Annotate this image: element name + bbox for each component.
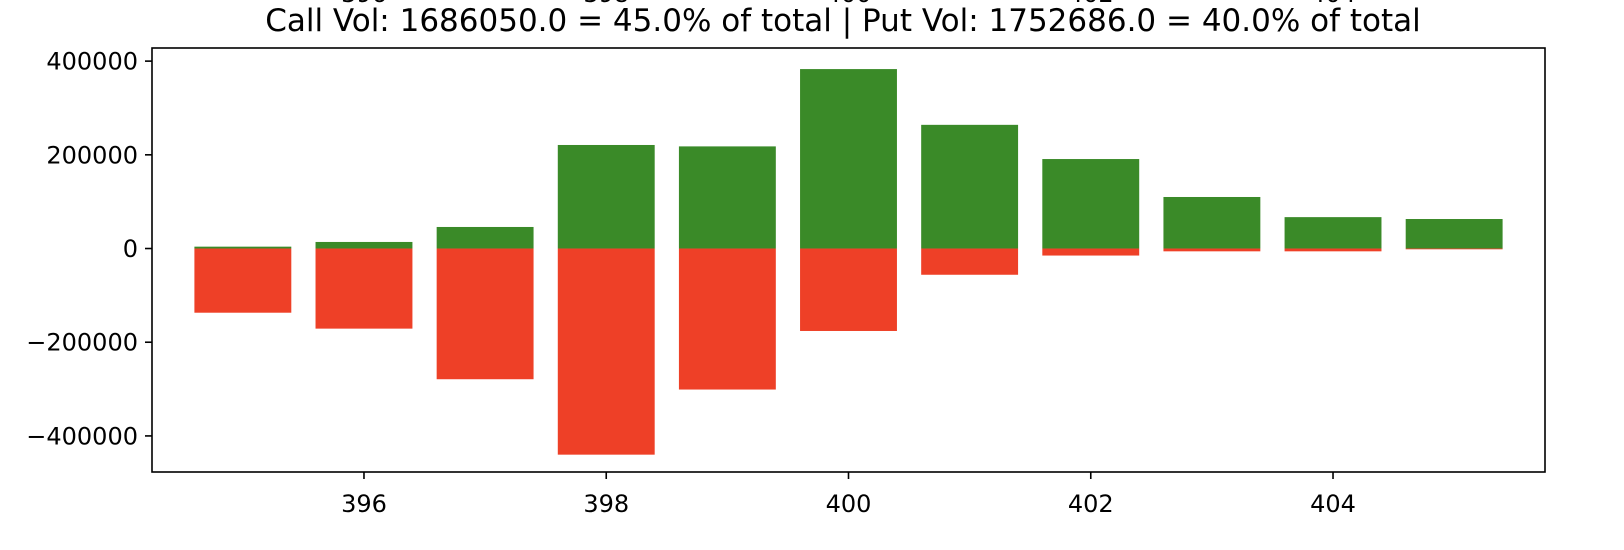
top-axis-partial-label: 404 — [1310, 0, 1356, 8]
put-bar-399 — [678, 248, 776, 390]
put-bar-396 — [315, 248, 413, 329]
x-tick-label: 404 — [1310, 490, 1356, 518]
call-bar-396 — [315, 241, 413, 249]
put-bar-402 — [1042, 248, 1140, 256]
top-axis-partial-label: 402 — [1068, 0, 1114, 8]
call-bar-397 — [436, 226, 534, 249]
y-tick-label: 400000 — [46, 48, 138, 76]
x-tick-label: 400 — [826, 490, 872, 518]
call-bar-395 — [194, 246, 292, 249]
call-bar-399 — [678, 146, 776, 249]
put-bar-405 — [1405, 248, 1503, 250]
put-bar-395 — [194, 248, 292, 313]
x-tick-label: 402 — [1068, 490, 1114, 518]
y-tick-label: 200000 — [46, 141, 138, 169]
x-tick-label: 396 — [341, 490, 387, 518]
put-bar-398 — [557, 248, 655, 455]
x-tick-label: 398 — [583, 490, 629, 518]
call-bar-398 — [557, 144, 655, 249]
put-bar-400 — [800, 248, 897, 331]
y-tick-label: 0 — [123, 235, 138, 263]
call-bar-404 — [1284, 217, 1382, 249]
x-axis: 396 398 400 402 404 — [341, 472, 1356, 518]
put-bar-397 — [436, 248, 534, 380]
call-bar-403 — [1163, 196, 1261, 249]
top-axis-partial-label: 396 — [341, 0, 387, 8]
y-tick-label: −400000 — [26, 422, 138, 450]
y-tick-label: −200000 — [26, 329, 138, 357]
call-bar-400 — [800, 69, 897, 249]
put-bar-401 — [921, 248, 1019, 275]
top-axis-partial-label: 400 — [826, 0, 872, 8]
put-bar-403 — [1163, 248, 1261, 252]
call-bar-402 — [1042, 159, 1140, 249]
call-bar-405 — [1405, 219, 1503, 249]
put-bar-404 — [1284, 248, 1382, 252]
bars-group — [194, 69, 1503, 455]
chart-title: Call Vol: 1686050.0 = 45.0% of total | P… — [265, 3, 1421, 39]
y-axis: 400000 200000 0 −200000 −400000 — [26, 48, 152, 450]
call-bar-401 — [921, 124, 1019, 249]
top-axis-partial-labels: 396 398 400 402 404 — [341, 0, 1356, 8]
top-axis-partial-label: 398 — [583, 0, 629, 8]
